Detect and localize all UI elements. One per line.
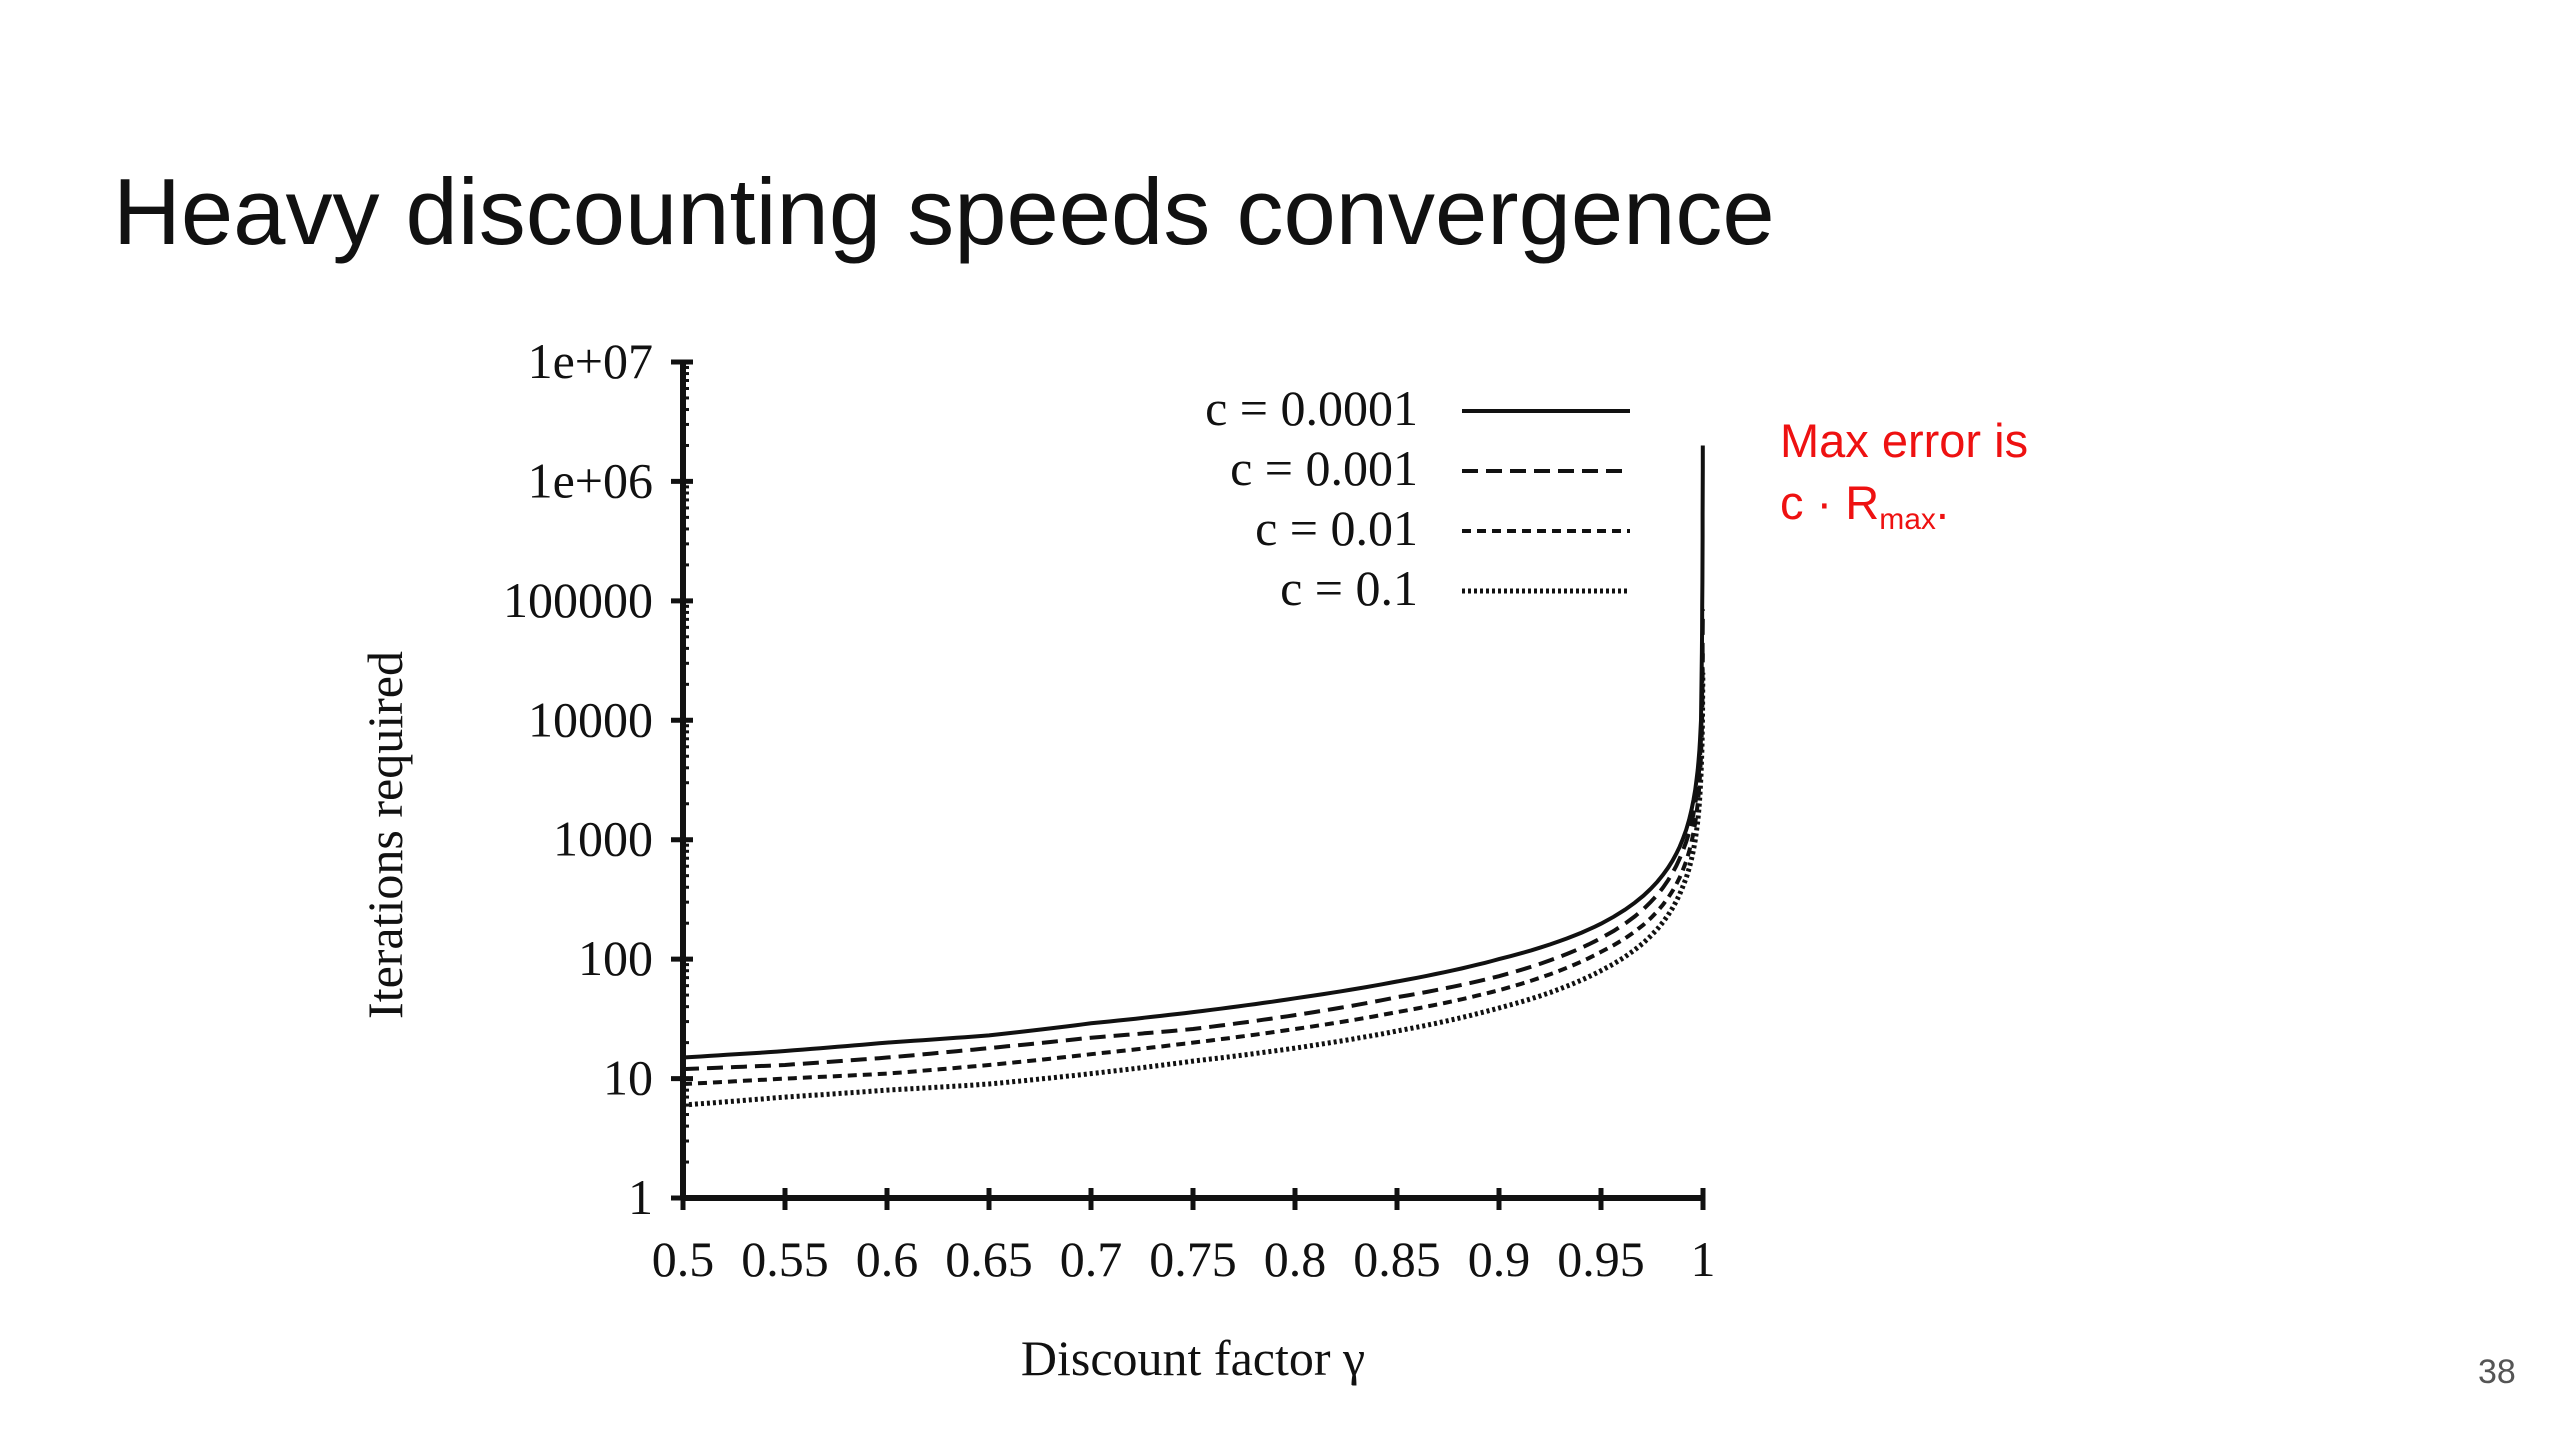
x-tick-label: 0.5 bbox=[652, 1231, 715, 1287]
y-tick-label: 1 bbox=[628, 1169, 653, 1225]
x-tick-label: 0.55 bbox=[741, 1231, 829, 1287]
series-line bbox=[682, 648, 1705, 1086]
series-line bbox=[682, 445, 1705, 1060]
series-line bbox=[682, 672, 1706, 1108]
x-tick-label: 0.9 bbox=[1468, 1231, 1531, 1287]
slide-title: Heavy discounting speeds convergence bbox=[113, 159, 1775, 264]
x-tick-label: 0.75 bbox=[1149, 1231, 1237, 1287]
page-number: 38 bbox=[2478, 1353, 2516, 1391]
axes-layer: 1 10 100 1000 10000 100000 1e+06 1e+07 0.5 0.55 0.… bbox=[357, 333, 1716, 1386]
x-tick-label: 0.7 bbox=[1060, 1231, 1123, 1287]
max-error-callout: Max error is c · Rmax. bbox=[1780, 410, 2029, 536]
y-tick-label: 100000 bbox=[503, 572, 653, 628]
x-tick-label: 0.95 bbox=[1557, 1231, 1645, 1287]
legend-label: c = 0.1 bbox=[1280, 560, 1418, 616]
x-tick-label: 0.65 bbox=[945, 1231, 1033, 1287]
y-tick-label: 1e+07 bbox=[528, 333, 653, 389]
x-tick-label: 0.85 bbox=[1353, 1231, 1441, 1287]
legend-label: c = 0.01 bbox=[1255, 500, 1418, 556]
callout-subscript: max bbox=[1879, 503, 1936, 536]
y-tick-label: 10 bbox=[603, 1050, 653, 1106]
callout-prefix: c · R bbox=[1780, 476, 1880, 529]
legend-label: c = 0.0001 bbox=[1205, 380, 1418, 436]
x-tick-label: 0.6 bbox=[856, 1231, 919, 1287]
callout-line-1: Max error is bbox=[1780, 414, 2029, 467]
y-tick-label: 1e+06 bbox=[528, 452, 653, 508]
callout-line-2: c · Rmax. bbox=[1780, 472, 2028, 536]
x-axis-label: Discount factor γ bbox=[1021, 1330, 1365, 1386]
x-tick-label: 1 bbox=[1691, 1231, 1716, 1287]
y-axis-label: Iterations required bbox=[357, 651, 413, 1019]
y-tick-label: 1000 bbox=[553, 811, 653, 867]
callout-suffix: . bbox=[1935, 476, 1949, 529]
series-line bbox=[682, 609, 1705, 1072]
series-layer bbox=[682, 445, 1706, 1108]
legend-label: c = 0.001 bbox=[1230, 440, 1418, 496]
x-tick-label: 0.8 bbox=[1264, 1231, 1327, 1287]
y-tick-label: 100 bbox=[578, 930, 653, 986]
y-tick-label: 10000 bbox=[528, 691, 653, 747]
